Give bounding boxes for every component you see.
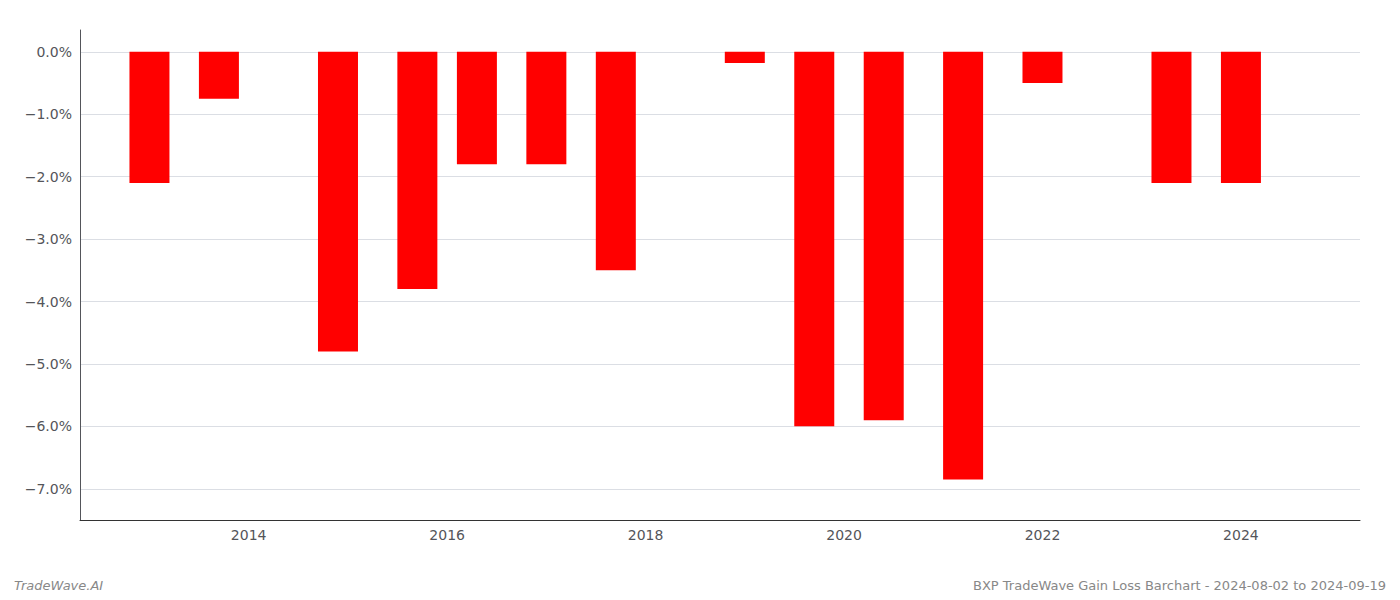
svg-text:2016: 2016 [429, 527, 465, 543]
svg-text:−7.0%: −7.0% [25, 481, 72, 497]
svg-text:0.0%: 0.0% [36, 44, 72, 60]
svg-text:−3.0%: −3.0% [25, 231, 72, 247]
svg-text:2020: 2020 [826, 527, 862, 543]
svg-text:−5.0%: −5.0% [25, 356, 72, 372]
svg-text:TradeWave.AI: TradeWave.AI [14, 578, 103, 593]
svg-text:2024: 2024 [1223, 527, 1259, 543]
svg-text:−1.0%: −1.0% [25, 106, 72, 122]
svg-text:−6.0%: −6.0% [25, 418, 72, 434]
svg-text:2014: 2014 [231, 527, 267, 543]
svg-text:BXP TradeWave Gain Loss Barcha: BXP TradeWave Gain Loss Barchart - 2024-… [973, 578, 1386, 593]
svg-text:−4.0%: −4.0% [25, 294, 72, 310]
svg-text:2018: 2018 [628, 527, 664, 543]
svg-text:−2.0%: −2.0% [25, 169, 72, 185]
svg-text:2022: 2022 [1025, 527, 1061, 543]
